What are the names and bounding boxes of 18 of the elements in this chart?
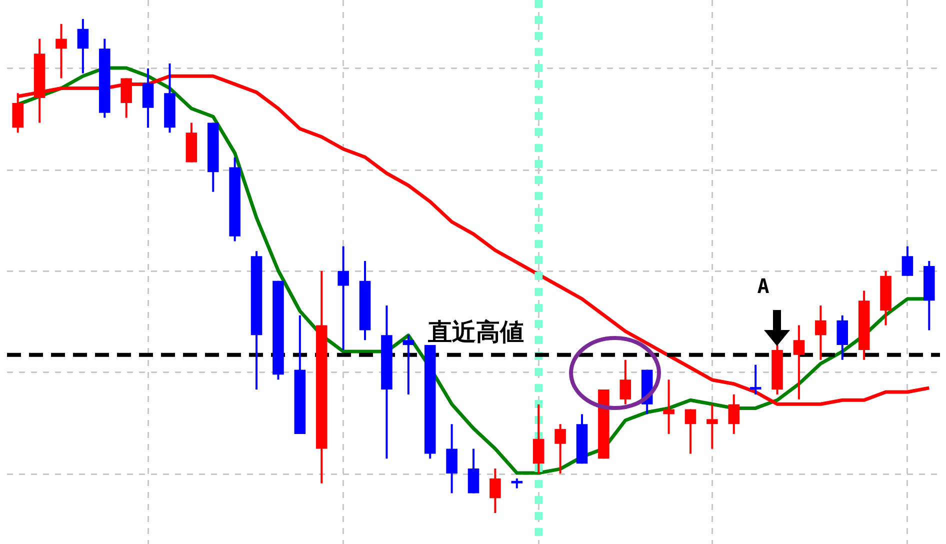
candlestick [706, 403, 718, 450]
candlestick [793, 324, 805, 400]
candlestick [511, 477, 523, 490]
candlestick [815, 304, 826, 361]
candlestick [490, 468, 501, 514]
candlestick [750, 364, 762, 396]
candlestick [77, 18, 89, 74]
candlestick [338, 245, 349, 351]
annotation: A [757, 274, 770, 298]
candlestick [620, 358, 632, 406]
candlestick [402, 334, 414, 396]
candlestick [902, 245, 914, 277]
candlestick [684, 408, 696, 455]
candlestick [728, 393, 740, 435]
candlestick [663, 378, 674, 435]
candlestick [56, 22, 67, 80]
candlestick [554, 423, 566, 474]
ref-line-label: 直近高値 [427, 318, 524, 346]
